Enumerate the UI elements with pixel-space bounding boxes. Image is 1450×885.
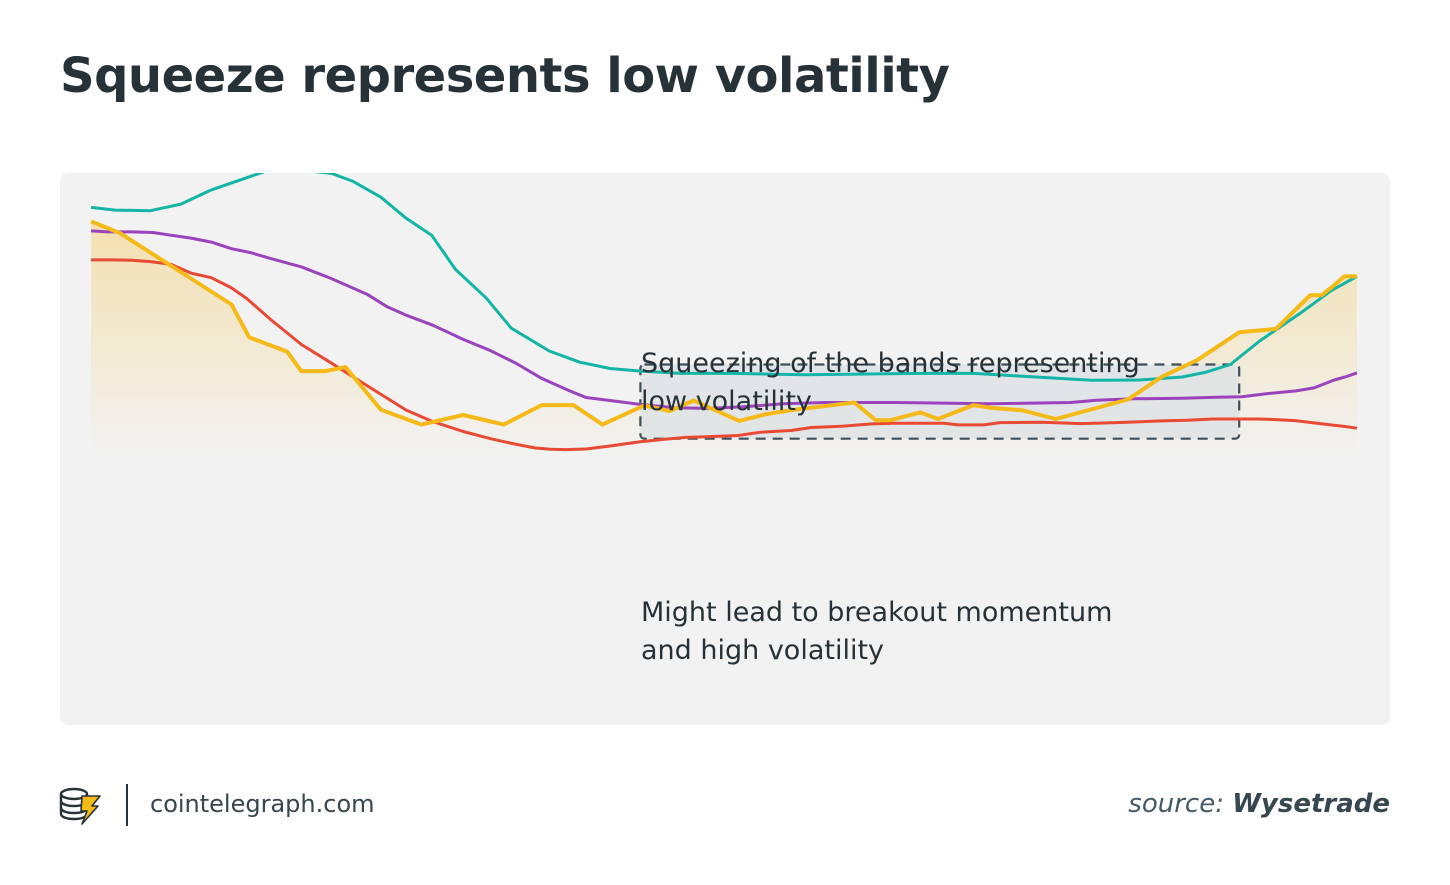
breakout-annotation-line1: Might lead to breakout momentum [641,597,1113,628]
squeeze-annotation-line1: Squeezing of the bands representing [641,348,1140,379]
cointelegraph-logo-icon [58,786,104,830]
lower-band-line [91,258,1358,452]
squeeze-annotation: Squeezing of the bands representing low … [641,345,1140,421]
footer-source: source: Wysetrade [1128,789,1390,819]
price-line [90,219,1357,427]
footer-site-link[interactable]: cointelegraph.com [150,790,375,818]
page-title: Squeeze represents low volatility [60,48,950,104]
upper-band-line [90,173,1358,382]
source-name: Wysetrade [1232,789,1390,819]
source-prefix: source: [1128,789,1224,819]
breakout-annotation: Might lead to breakout momentum and high… [641,594,1112,670]
footer-divider [126,784,128,826]
bollinger-chart [90,173,1358,458]
breakout-annotation-line2: and high volatility [641,635,885,666]
squeeze-region-box [639,363,1241,440]
chart-panel: Squeezing of the bands representing low … [60,173,1390,725]
squeeze-annotation-line2: low volatility [641,386,812,417]
middle-band-line [90,229,1358,410]
